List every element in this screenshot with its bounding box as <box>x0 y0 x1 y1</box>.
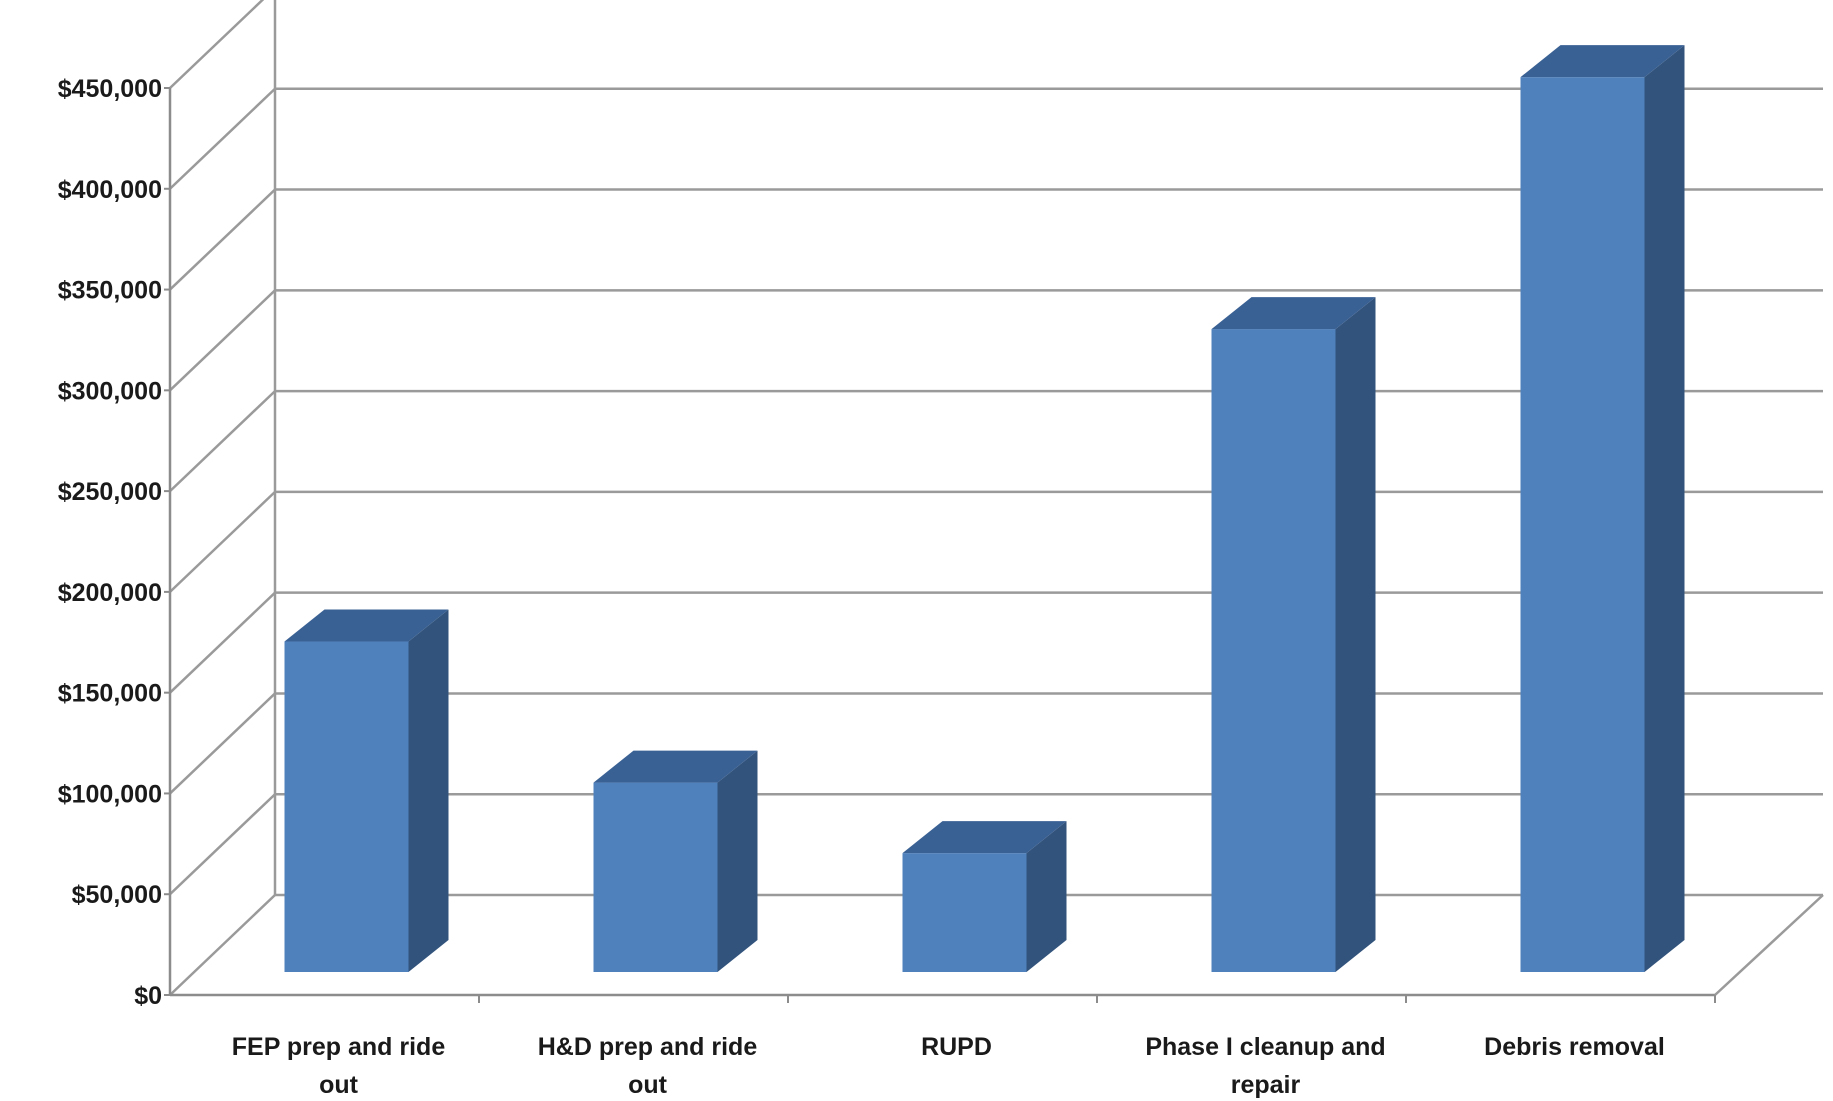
bar-side <box>1026 821 1067 972</box>
bar-top <box>1211 297 1376 330</box>
bar-top <box>284 609 449 642</box>
y-tick-label: $350,000 <box>58 277 162 305</box>
y-tick-label: $250,000 <box>58 478 162 506</box>
y-tick-label: $200,000 <box>58 579 162 607</box>
floor-right-edge <box>1714 894 1824 996</box>
category-label: FEP prep and ride <box>232 1033 446 1061</box>
y-tick-label: $100,000 <box>58 780 162 808</box>
category-label: H&D prep and ride <box>538 1033 758 1061</box>
gridline-depth <box>169 490 276 593</box>
bar-front <box>1520 77 1645 972</box>
bar-front <box>284 641 409 972</box>
gridline-depth <box>169 692 276 795</box>
category-label: RUPD <box>921 1033 992 1061</box>
bar-side <box>717 750 758 972</box>
bar-side <box>1335 297 1376 973</box>
gridline-depth <box>169 188 276 291</box>
bar-front <box>593 782 718 972</box>
bar <box>284 609 449 972</box>
category-label: repair <box>1231 1071 1301 1099</box>
y-tick-label: $0 <box>134 982 162 1010</box>
bar <box>1520 45 1685 972</box>
gridline-depth <box>169 289 276 392</box>
bar <box>1211 297 1376 973</box>
y-tick-label: $50,000 <box>72 881 162 909</box>
bar-side <box>1644 45 1685 972</box>
bar-front <box>902 853 1027 972</box>
bar-side <box>408 609 449 972</box>
y-tick-labels: $0 $50,000 $100,000 $150,000 $200,000 $250,00… <box>58 75 162 1010</box>
bar <box>593 750 758 972</box>
bar <box>902 821 1067 972</box>
bar-top <box>1520 45 1685 78</box>
y-tick-label: $300,000 <box>58 377 162 405</box>
bar-top <box>593 750 758 783</box>
gridline-depth <box>169 894 276 996</box>
category-label: Debris removal <box>1484 1033 1665 1061</box>
y-tick-label: $400,000 <box>58 176 162 204</box>
y-tick-label: $450,000 <box>58 75 162 103</box>
bars <box>284 45 1685 973</box>
axes <box>164 0 1824 1003</box>
bar-top <box>902 821 1067 854</box>
category-label: out <box>628 1071 668 1099</box>
category-label: Phase I cleanup and <box>1145 1033 1385 1061</box>
category-label: out <box>319 1071 359 1099</box>
gridline-depth <box>169 0 265 89</box>
gridline-depth <box>169 87 276 190</box>
y-tick-label: $150,000 <box>58 680 162 708</box>
gridline-depth <box>169 793 276 896</box>
category-labels: FEP prep and ride out H&D prep and ride out… <box>232 1033 1665 1099</box>
bar-front <box>1211 329 1336 973</box>
gridline-depth <box>169 591 276 694</box>
gridline-depth <box>169 390 276 493</box>
